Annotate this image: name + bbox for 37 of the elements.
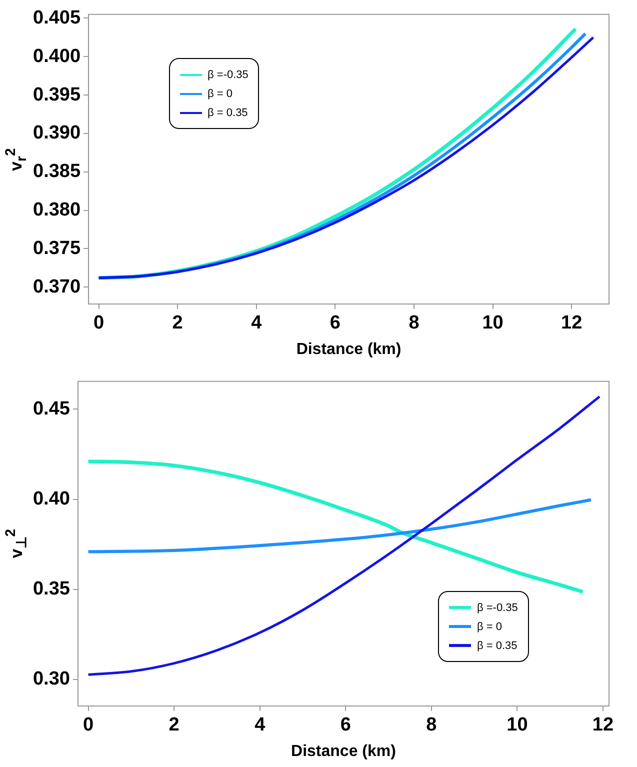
y-tick-label: 0.370 (33, 276, 81, 298)
line-series (86, 498, 593, 554)
y-tick-label: 0.40 (32, 488, 70, 510)
y-tick-label: 0.400 (33, 46, 81, 67)
y-tick-label: 0.405 (33, 7, 81, 28)
y-tick-label: 0.395 (33, 84, 81, 106)
y-tick-label: 0.375 (33, 238, 81, 259)
x-tick-label: 6 (340, 714, 351, 736)
x-tick-label: 0 (94, 312, 104, 334)
x-tick-label: 4 (251, 312, 262, 334)
x-tick-label: 4 (254, 714, 266, 736)
legend-label: β = 0.35 (208, 106, 248, 119)
y-tick-label: 0.30 (32, 668, 70, 690)
y-tick-label: 0.385 (33, 161, 81, 182)
x-axis-title: Distance (km) (291, 742, 396, 760)
x-tick-label: 12 (592, 714, 614, 736)
y-tick-label: 0.380 (33, 200, 81, 221)
legend-label: β =-0.35 (477, 602, 518, 614)
line-series (87, 395, 601, 676)
x-tick-label: 8 (408, 312, 420, 334)
legend-label: β =-0.35 (208, 68, 248, 81)
x-tick-label: 8 (426, 714, 437, 736)
x-tick-label: 6 (330, 312, 340, 334)
x-tick-label: 2 (172, 312, 183, 334)
x-tick-label: 10 (482, 312, 504, 334)
x-axis-title: Distance (km) (296, 340, 402, 358)
x-tick-label: 2 (168, 714, 180, 736)
legend-label: β = 0.35 (477, 640, 518, 652)
y-tick-label: 0.390 (33, 122, 81, 144)
legend-label: β = 0 (208, 88, 233, 100)
x-tick-label: 0 (82, 714, 94, 736)
x-tick-label: 10 (506, 714, 528, 736)
y-tick-label: 0.35 (32, 578, 70, 600)
line-series (86, 460, 585, 594)
legend-label: β = 0 (477, 620, 502, 632)
y-tick-label: 0.45 (32, 398, 70, 420)
x-tick-label: 12 (561, 312, 582, 334)
